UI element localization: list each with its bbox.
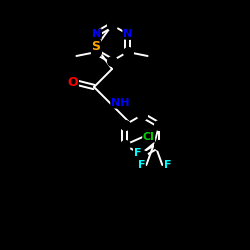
Text: F: F — [138, 160, 145, 170]
Text: F: F — [164, 160, 171, 170]
Text: N: N — [92, 29, 101, 39]
Text: F: F — [134, 148, 141, 158]
Text: N: N — [123, 29, 132, 39]
Text: S: S — [92, 40, 100, 54]
Text: Cl: Cl — [143, 132, 154, 142]
Text: NH: NH — [111, 98, 129, 108]
Text: O: O — [68, 76, 78, 90]
